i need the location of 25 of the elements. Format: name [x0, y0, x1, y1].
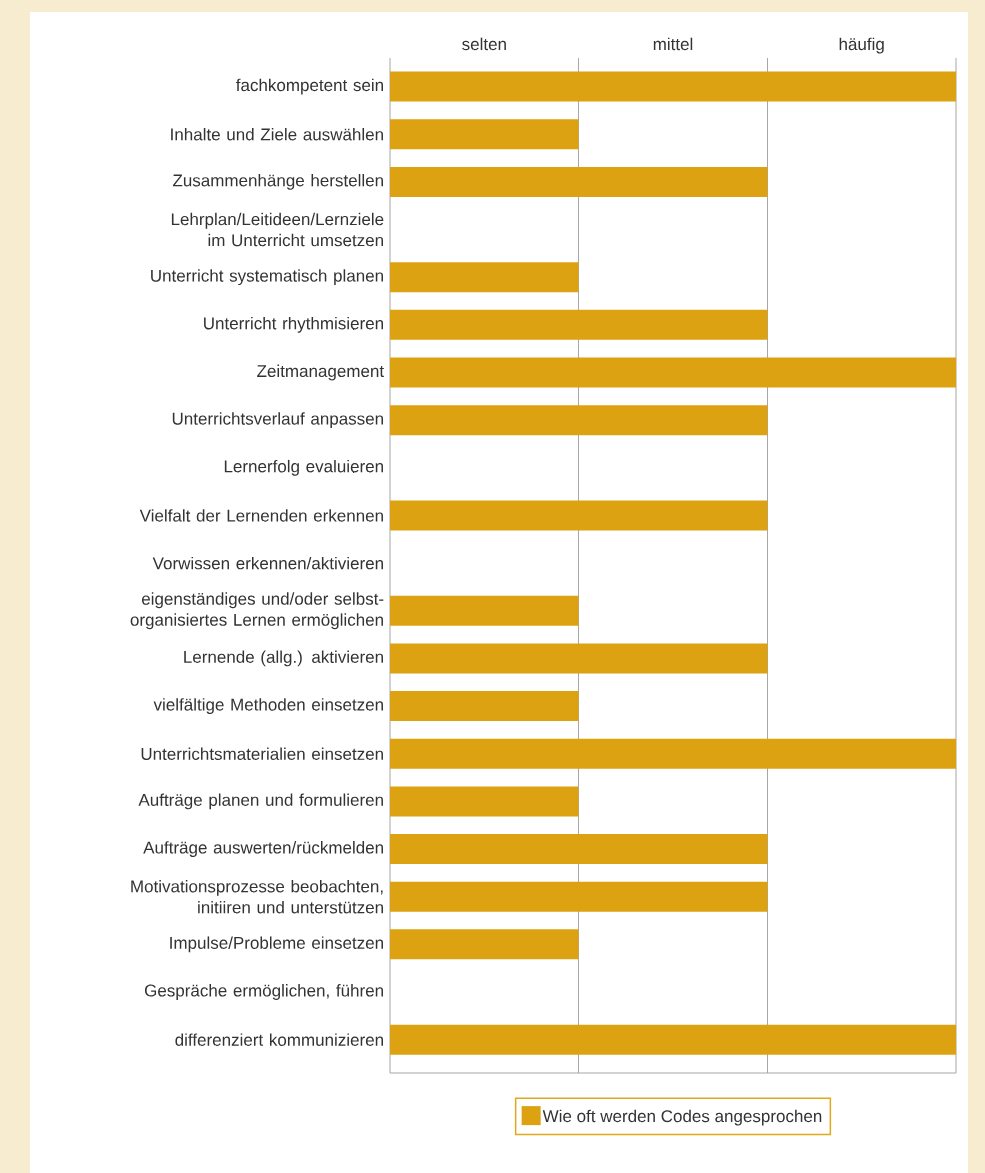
y-tick-label: Vielfalt der Lernenden erkennen [139, 509, 383, 522]
y-tick-label: Inhalte und Ziele auswählen [171, 128, 383, 141]
y-tick-label: vielfältige Methoden einsetzen [153, 698, 383, 715]
y-tick-label: Unterricht systematisch planen [151, 269, 383, 286]
y-tick-label: Unterrichtsverlauf anpassen [172, 412, 383, 429]
y-tick-label: Vorwissen erkennen/aktivieren [152, 556, 383, 570]
y-tick-label: fachkompetent sein [236, 78, 383, 95]
text: selten [462, 37, 506, 51]
y-tick-label: Unterrichtsmaterialien einsetzen [141, 747, 383, 760]
y-tick-label: Impulse/Probleme einsetzen [170, 936, 383, 953]
y-tick-label: Lehrplan/Leitideen/Lernziele im Unterricht umsetzen [171, 212, 384, 247]
y-tick-label: Motivationsprozesse beobachten, initiiren und unterstützen [131, 879, 383, 914]
legend-label: Wie oft werden Codes angesprochen [542, 1109, 822, 1126]
y-tick-label: Unterricht rhythmisieren [204, 316, 383, 333]
y-tick-label: Lernerfolg evaluieren [224, 459, 383, 476]
y-tick-label: Zeitmanagement [257, 364, 384, 381]
y-tick-label: Aufträge auswerten/rückmelden [143, 841, 383, 857]
y-tick-label: Lernende (allg.) aktivieren [184, 650, 383, 667]
text: häufig [839, 37, 884, 54]
y-tick-label: Gespräche ermöglichen, führen [144, 984, 383, 1000]
text: mittel [653, 37, 693, 51]
y-tick-label: differenziert kommunizieren [175, 1033, 383, 1046]
y-tick-label: Zusammenhänge herstellen [173, 173, 383, 190]
y-tick-label: Aufträge planen und formulieren [138, 793, 383, 810]
y-tick-label: eigenständiges und/oder selbst-organisiertes Lernen ermöglichen [130, 592, 384, 630]
